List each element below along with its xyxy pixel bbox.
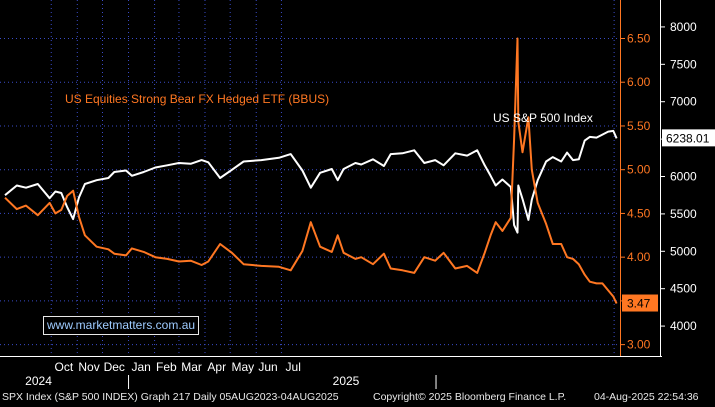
left-tick-label: 6.50 xyxy=(627,31,651,45)
right-tick-label: 7000 xyxy=(670,95,697,109)
right-tick-label: 7500 xyxy=(670,57,697,71)
x-tick-label-oct: Oct xyxy=(55,360,74,374)
right-tick-label: 8000 xyxy=(670,20,697,34)
right-tick-label: 4500 xyxy=(670,282,697,296)
bbus-line xyxy=(4,37,618,304)
footer: SPX Index (S&P 500 INDEX) Graph 217 Dail… xyxy=(0,389,715,407)
spx-last-value-tag xyxy=(662,129,715,147)
bbus-series-label: US Equities Strong Bear FX Hedged ETF (B… xyxy=(65,92,329,106)
bbus-last-value: 3.47 xyxy=(627,297,651,311)
bbus-last-value-tag xyxy=(622,294,658,312)
left-tick-label: 4.50 xyxy=(627,206,651,220)
x-year-label-2025: 2025 xyxy=(333,374,360,388)
x-tick-label-nov: Nov xyxy=(78,360,99,374)
x-tick-label-jan: Jan xyxy=(131,360,150,374)
left-tick-label: 4.00 xyxy=(627,250,651,264)
x-tick-label-dec: Dec xyxy=(104,360,125,374)
x-tick-label-apr: Apr xyxy=(207,360,226,374)
footer-copyright: Copyright© 2025 Bloomberg Finance L.P. xyxy=(373,391,567,403)
left-tick-label: 5.50 xyxy=(627,119,651,133)
labels: US Equities Strong Bear FX Hedged ETF (B… xyxy=(65,92,715,312)
right-tick-label: 5500 xyxy=(670,207,697,221)
x-tick-label-may: May xyxy=(231,360,254,374)
x-tick-label-feb: Feb xyxy=(156,360,177,374)
x-tick-label-jul: Jul xyxy=(286,360,301,374)
left-tick-label: 6.00 xyxy=(627,75,651,89)
spx-series-label: US S&P 500 Index xyxy=(493,111,593,125)
watermark-link[interactable]: www.marketmatters.com.au xyxy=(43,316,200,335)
series-layer xyxy=(4,37,618,304)
left-tick-label: 3.00 xyxy=(627,338,651,352)
right-tick-label: 6000 xyxy=(670,170,697,184)
chart-canvas: 3.003.504.004.505.005.506.006.5040004500… xyxy=(0,0,715,389)
grid xyxy=(0,0,620,356)
footer-source: SPX Index (S&P 500 INDEX) Graph 217 Dail… xyxy=(2,391,339,403)
right-tick-label: 5000 xyxy=(670,244,697,258)
x-tick-label-jun: Jun xyxy=(258,360,277,374)
left-tick-label: 5.00 xyxy=(627,163,651,177)
x-tick-label-mar: Mar xyxy=(181,360,202,374)
footer-timestamp: 04-Aug-2025 22:54:36 xyxy=(594,391,699,403)
spx-line xyxy=(4,129,618,234)
axes: 3.003.504.004.505.005.506.006.5040004500… xyxy=(0,0,697,389)
x-year-label-2024: 2024 xyxy=(25,374,52,388)
right-tick-label: 4000 xyxy=(670,319,697,333)
spx-last-value: 6238.01 xyxy=(666,131,710,145)
